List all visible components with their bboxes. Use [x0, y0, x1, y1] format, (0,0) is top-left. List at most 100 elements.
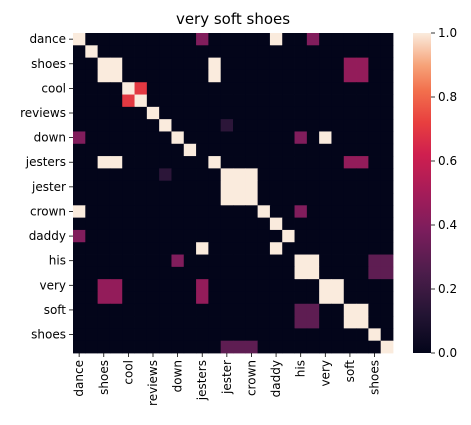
heatmap-cell [269, 217, 283, 231]
heatmap-cell [97, 156, 111, 169]
heatmap-cell [343, 217, 357, 231]
heatmap-cell [183, 205, 197, 219]
heatmap-cell [245, 168, 259, 182]
heatmap-cell [73, 328, 86, 342]
heatmap-cell [220, 168, 234, 182]
heatmap-cell [282, 205, 295, 219]
heatmap-cell [208, 119, 222, 132]
heatmap-cell [306, 254, 320, 268]
heatmap-cell [343, 131, 357, 145]
heatmap-cell [319, 303, 332, 317]
heatmap-cell [159, 328, 172, 342]
heatmap-cell [356, 254, 369, 268]
heatmap-cell [97, 340, 111, 354]
y-tick-label: dance [29, 32, 66, 46]
heatmap-cell [319, 340, 332, 354]
heatmap-cell [245, 303, 259, 317]
heatmap-cell [233, 57, 246, 71]
heatmap-cell [233, 279, 246, 292]
heatmap-cell [380, 82, 394, 95]
heatmap-cell [109, 106, 123, 120]
heatmap-cell [343, 328, 357, 342]
heatmap-cell [146, 82, 160, 95]
heatmap-cell [269, 33, 283, 46]
heatmap-cell [97, 57, 111, 71]
heatmap-cell [306, 229, 320, 243]
heatmap-cell [146, 168, 160, 182]
heatmap-cell [331, 106, 345, 120]
heatmap-cell [257, 143, 271, 157]
heatmap-cell [233, 229, 246, 243]
heatmap-cell [294, 119, 308, 132]
heatmap-cell [233, 303, 246, 317]
x-tick-label: reviews [146, 360, 160, 406]
heatmap-cell [109, 205, 123, 219]
heatmap-cell [306, 69, 320, 83]
heatmap-cell [306, 205, 320, 219]
heatmap-cell [220, 217, 234, 231]
heatmap-cell [159, 266, 172, 280]
heatmap-cell [380, 119, 394, 132]
heatmap-cell [269, 340, 283, 354]
heatmap-cell [306, 242, 320, 255]
x-tick-label: cool [121, 360, 135, 385]
colorbar-tick-label: 0.0 [438, 346, 457, 360]
heatmap-cell [109, 303, 123, 317]
heatmap-cell [183, 193, 197, 206]
heatmap-cell [282, 316, 295, 329]
heatmap-cell [257, 180, 271, 194]
heatmap-cell [122, 57, 135, 71]
heatmap-cell [196, 168, 209, 182]
heatmap-cell [331, 119, 345, 132]
heatmap-cell [282, 69, 295, 83]
heatmap-cell [245, 119, 259, 132]
heatmap-cell [319, 45, 332, 59]
x-tick-label: shoes [368, 360, 382, 395]
heatmap-cell [356, 279, 369, 292]
heatmap-cell [146, 106, 160, 120]
heatmap-cell [380, 254, 394, 268]
heatmap-cell [85, 340, 99, 354]
heatmap-cell [134, 193, 148, 206]
heatmap-cell [368, 57, 382, 71]
heatmap-cell [97, 45, 111, 59]
heatmap-cell [208, 106, 222, 120]
heatmap-cell [73, 106, 86, 120]
heatmap-cell [85, 106, 99, 120]
heatmap-cell [220, 180, 234, 194]
heatmap-cell [220, 94, 234, 108]
heatmap-cell [380, 340, 394, 354]
heatmap-cell [343, 205, 357, 219]
heatmap-cell [306, 82, 320, 95]
heatmap-cell [356, 193, 369, 206]
heatmap-cell [109, 119, 123, 132]
heatmap-cell [257, 156, 271, 169]
heatmap-cell [368, 106, 382, 120]
heatmap-cell [73, 303, 86, 317]
heatmap-cell [183, 143, 197, 157]
heatmap-cell [122, 106, 135, 120]
heatmap-cell [73, 94, 86, 108]
heatmap-cell [171, 328, 185, 342]
heatmap-cell [269, 193, 283, 206]
heatmap-cell [97, 131, 111, 145]
heatmap-cell [269, 266, 283, 280]
heatmap-cell [109, 143, 123, 157]
heatmap-cell [73, 291, 86, 305]
heatmap-cell [343, 279, 357, 292]
heatmap-cell [380, 168, 394, 182]
heatmap-cell [109, 254, 123, 268]
heatmap-cell [171, 131, 185, 145]
heatmap-cell [294, 193, 308, 206]
heatmap-cell [356, 217, 369, 231]
heatmap-cell [85, 217, 99, 231]
heatmap-cell [331, 45, 345, 59]
heatmap-cell [269, 316, 283, 329]
heatmap-cell [294, 69, 308, 83]
heatmap-cell [171, 303, 185, 317]
y-tick-label: very [39, 278, 66, 292]
heatmap-cell [97, 303, 111, 317]
heatmap-cell [269, 303, 283, 317]
heatmap-cell [380, 193, 394, 206]
